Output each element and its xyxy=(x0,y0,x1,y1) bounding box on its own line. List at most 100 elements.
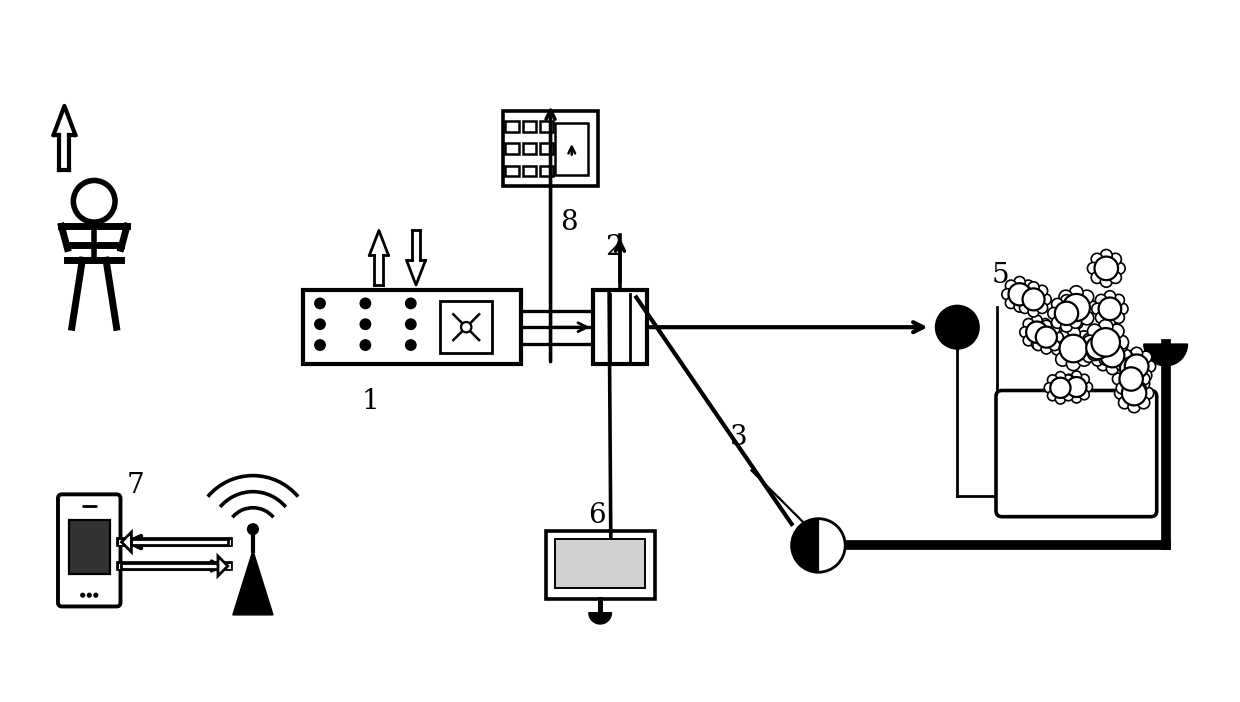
Bar xyxy=(523,143,536,154)
Circle shape xyxy=(1019,285,1030,296)
Circle shape xyxy=(405,298,415,309)
Circle shape xyxy=(1049,324,1060,334)
Circle shape xyxy=(1052,342,1065,355)
Circle shape xyxy=(1140,369,1152,381)
Circle shape xyxy=(1060,320,1073,332)
Circle shape xyxy=(1055,331,1070,345)
Circle shape xyxy=(1083,351,1095,362)
Circle shape xyxy=(1027,322,1048,343)
Circle shape xyxy=(1079,374,1089,384)
Circle shape xyxy=(1114,312,1125,324)
Circle shape xyxy=(1105,291,1116,302)
Circle shape xyxy=(1055,394,1065,404)
Circle shape xyxy=(461,322,471,333)
Circle shape xyxy=(1126,376,1137,386)
Circle shape xyxy=(1052,317,1063,329)
Circle shape xyxy=(1028,306,1039,317)
Circle shape xyxy=(1028,282,1039,293)
Polygon shape xyxy=(122,532,131,552)
Circle shape xyxy=(1091,328,1120,357)
Circle shape xyxy=(1055,302,1079,325)
Circle shape xyxy=(1116,364,1128,376)
Circle shape xyxy=(1083,333,1095,345)
Circle shape xyxy=(1023,289,1044,310)
Circle shape xyxy=(1128,401,1141,413)
Circle shape xyxy=(1048,307,1059,319)
Circle shape xyxy=(1114,263,1125,274)
Circle shape xyxy=(1143,360,1156,372)
Circle shape xyxy=(1087,324,1102,338)
Circle shape xyxy=(1097,359,1109,371)
Text: 2: 2 xyxy=(605,234,622,261)
Circle shape xyxy=(1115,336,1128,350)
Circle shape xyxy=(1095,294,1107,305)
Circle shape xyxy=(1116,340,1127,352)
Wedge shape xyxy=(589,613,611,624)
Circle shape xyxy=(1037,285,1048,296)
Circle shape xyxy=(1063,294,1090,321)
Circle shape xyxy=(1023,298,1034,308)
Circle shape xyxy=(1071,393,1081,403)
Circle shape xyxy=(1053,332,1063,343)
Circle shape xyxy=(1070,298,1081,310)
Circle shape xyxy=(1114,363,1125,374)
Circle shape xyxy=(1100,275,1112,287)
Circle shape xyxy=(1101,351,1112,362)
Circle shape xyxy=(1002,289,1013,300)
Circle shape xyxy=(1066,357,1080,371)
Text: 6: 6 xyxy=(588,502,606,529)
FancyBboxPatch shape xyxy=(996,390,1157,517)
Circle shape xyxy=(1006,298,1017,308)
Circle shape xyxy=(1101,333,1112,345)
Circle shape xyxy=(1048,375,1058,385)
Circle shape xyxy=(1052,298,1063,310)
Circle shape xyxy=(1099,351,1112,365)
Circle shape xyxy=(1083,336,1097,350)
Polygon shape xyxy=(131,539,228,545)
Circle shape xyxy=(1027,289,1038,300)
Bar xyxy=(556,123,588,175)
Text: 3: 3 xyxy=(730,424,748,451)
Circle shape xyxy=(935,305,980,349)
Circle shape xyxy=(405,319,415,329)
Circle shape xyxy=(94,593,98,597)
Circle shape xyxy=(1044,383,1054,393)
Circle shape xyxy=(1117,371,1128,383)
Circle shape xyxy=(1091,272,1104,284)
Circle shape xyxy=(1033,340,1043,350)
Bar xyxy=(506,166,518,176)
Circle shape xyxy=(1035,326,1056,347)
Circle shape xyxy=(1110,346,1123,361)
Circle shape xyxy=(1070,286,1083,299)
Circle shape xyxy=(1085,300,1099,314)
Circle shape xyxy=(360,340,371,350)
Circle shape xyxy=(1142,387,1153,399)
Circle shape xyxy=(1117,360,1130,372)
Circle shape xyxy=(1016,294,1027,305)
Circle shape xyxy=(315,340,325,350)
Circle shape xyxy=(1099,319,1112,334)
Circle shape xyxy=(1138,373,1149,385)
Polygon shape xyxy=(218,556,228,576)
Circle shape xyxy=(1135,371,1146,383)
Circle shape xyxy=(1040,319,1050,329)
Circle shape xyxy=(1066,383,1076,393)
Circle shape xyxy=(1118,397,1131,409)
Circle shape xyxy=(1060,382,1070,392)
Circle shape xyxy=(1081,342,1095,355)
Bar xyxy=(68,520,109,574)
Circle shape xyxy=(1055,371,1065,382)
Circle shape xyxy=(1050,378,1070,398)
Circle shape xyxy=(1140,351,1152,363)
Circle shape xyxy=(1043,327,1054,338)
Circle shape xyxy=(1121,369,1133,381)
Circle shape xyxy=(1080,343,1091,354)
Circle shape xyxy=(1121,351,1133,363)
Circle shape xyxy=(1078,331,1091,345)
Circle shape xyxy=(1104,343,1116,354)
Circle shape xyxy=(1019,303,1030,314)
Circle shape xyxy=(1040,335,1050,346)
Wedge shape xyxy=(1143,344,1188,366)
Circle shape xyxy=(1138,363,1149,374)
Circle shape xyxy=(248,524,258,534)
